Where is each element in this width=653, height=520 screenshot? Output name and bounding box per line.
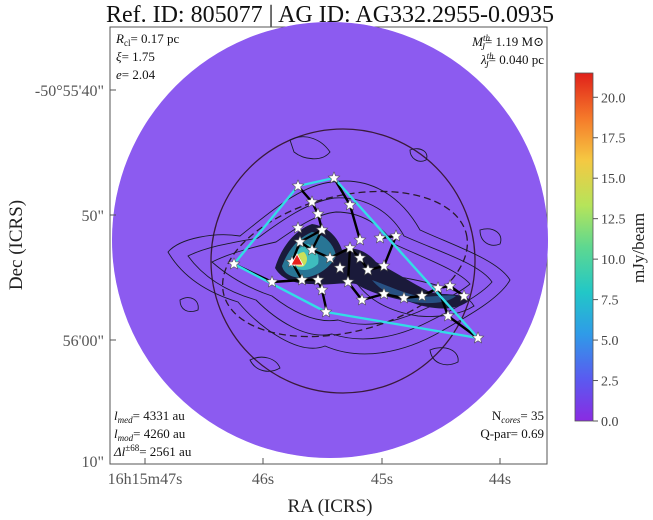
core-star <box>305 195 319 208</box>
svg-text:Δl±68= 2561 au: Δl±68= 2561 au <box>113 443 192 459</box>
core-star <box>397 291 411 304</box>
core-star <box>227 257 241 270</box>
colorbar-tick-label: 0.0 <box>601 415 619 430</box>
core-star <box>311 207 325 220</box>
core-star <box>377 259 391 272</box>
core-star <box>327 171 341 184</box>
core-star <box>315 283 329 296</box>
q-par-value: 0.69 <box>521 426 544 441</box>
core-star <box>293 235 307 248</box>
y-tick-label: 10" <box>81 454 104 471</box>
mj-value: 1.19 M⊙ <box>496 34 544 49</box>
map-layers <box>112 22 548 458</box>
core-star <box>415 289 429 302</box>
l-med-value: 4331 au <box>143 408 185 423</box>
delta-l-value: 2561 au <box>150 444 192 459</box>
e-value: 2.04 <box>132 67 155 82</box>
core-star <box>441 309 455 322</box>
core-star <box>291 221 305 234</box>
colorbar-gradient <box>574 72 594 422</box>
y-tick-label: 56'00" <box>63 333 104 350</box>
colorbar-tick-label: 5.0 <box>601 334 619 349</box>
annotation-top-left: Rcl= 0.17 pc ξ= 1.75 e= 2.04 <box>115 31 180 82</box>
y-axis: -50°55'40" 50" 56'00" 10" Dec (ICRS) <box>6 83 116 471</box>
core-star <box>355 293 369 306</box>
core-star <box>431 281 445 294</box>
convex-hull <box>232 176 480 340</box>
annotation-top-right: Mth J= 1.19 M⊙ λth J= 0.040 pc <box>471 33 544 70</box>
core-star <box>291 179 305 192</box>
xi-value: 1.75 <box>132 49 155 64</box>
r-cl-value: 0.17 pc <box>141 31 180 46</box>
colorbar: 0.0 2.5 5.0 7.5 10.0 12.5 15.0 17.5 20.0 mJy/bea… <box>574 72 648 430</box>
x-tick-label: 46s <box>252 471 274 488</box>
core-star <box>323 251 337 264</box>
core-star <box>265 275 279 288</box>
svg-text:lmed= 4331 au: lmed= 4331 au <box>114 408 185 425</box>
peak-marker <box>290 253 304 266</box>
colorbar-ticks: 0.0 2.5 5.0 7.5 10.0 12.5 15.0 17.5 20.0 <box>593 91 626 430</box>
svg-text:ξ= 1.75: ξ= 1.75 <box>116 49 155 64</box>
core-star <box>353 233 367 246</box>
clump-aperture-outer <box>210 128 476 394</box>
core-star <box>353 251 367 264</box>
core-star <box>333 261 347 274</box>
core-star <box>341 275 355 288</box>
colorbar-tick-label: 17.5 <box>601 132 626 147</box>
svg-text:e= 2.04: e= 2.04 <box>116 67 156 82</box>
colorbar-tick-label: 20.0 <box>601 91 626 106</box>
x-tick-label: 45s <box>371 471 393 488</box>
core-star <box>311 273 325 286</box>
colorbar-tick-label: 7.5 <box>601 294 619 309</box>
colorbar-tick-label: 12.5 <box>601 213 626 228</box>
core-star <box>343 198 357 211</box>
colorbar-label: mJy/beam <box>629 213 648 283</box>
y-tick-label: 50" <box>81 208 104 225</box>
core-star <box>389 229 403 242</box>
core-star <box>343 241 357 254</box>
annotation-bottom-right: Ncores= 35 Q-par= 0.69 <box>480 408 544 441</box>
y-axis-title: Dec (ICRS) <box>6 200 27 290</box>
core-star <box>305 243 319 256</box>
lambda-value: 0.040 pc <box>499 52 544 67</box>
svg-text:lmod= 4260 au: lmod= 4260 au <box>114 426 186 443</box>
x-tick-label: 16h15m47s <box>108 471 183 488</box>
colorbar-tick-label: 2.5 <box>601 375 619 390</box>
core-star <box>295 273 309 286</box>
colorbar-tick-label: 15.0 <box>601 172 626 187</box>
contour-set <box>167 136 511 372</box>
core-star <box>361 263 375 276</box>
l-mod-value: 4260 au <box>144 426 186 441</box>
n-cores-value: 35 <box>531 408 544 423</box>
svg-text:Rcl= 0.17 pc: Rcl= 0.17 pc <box>115 31 180 48</box>
core-star <box>471 331 485 344</box>
core-star <box>315 223 329 236</box>
core-star <box>373 231 387 244</box>
x-axis: 16h15m47s 46s 45s 44s RA (ICRS) <box>108 458 511 517</box>
core-star <box>377 287 391 300</box>
clump-ellipse-dashed <box>221 190 469 338</box>
svg-text:Ncores= 35: Ncores= 35 <box>492 408 544 425</box>
core-star <box>457 289 471 302</box>
core-star <box>443 279 457 292</box>
core-markers <box>227 171 485 344</box>
annotation-bottom-left: lmed= 4331 au lmod= 4260 au Δl±68= 2561 … <box>113 408 192 459</box>
core-star <box>319 305 333 318</box>
y-tick-label: -50°55'40" <box>35 83 104 100</box>
x-tick-label: 44s <box>489 471 511 488</box>
svg-text:Q-par= 0.69: Q-par= 0.69 <box>480 426 544 441</box>
colorbar-tick-label: 10.0 <box>601 253 626 268</box>
x-axis-title: RA (ICRS) <box>288 496 373 517</box>
